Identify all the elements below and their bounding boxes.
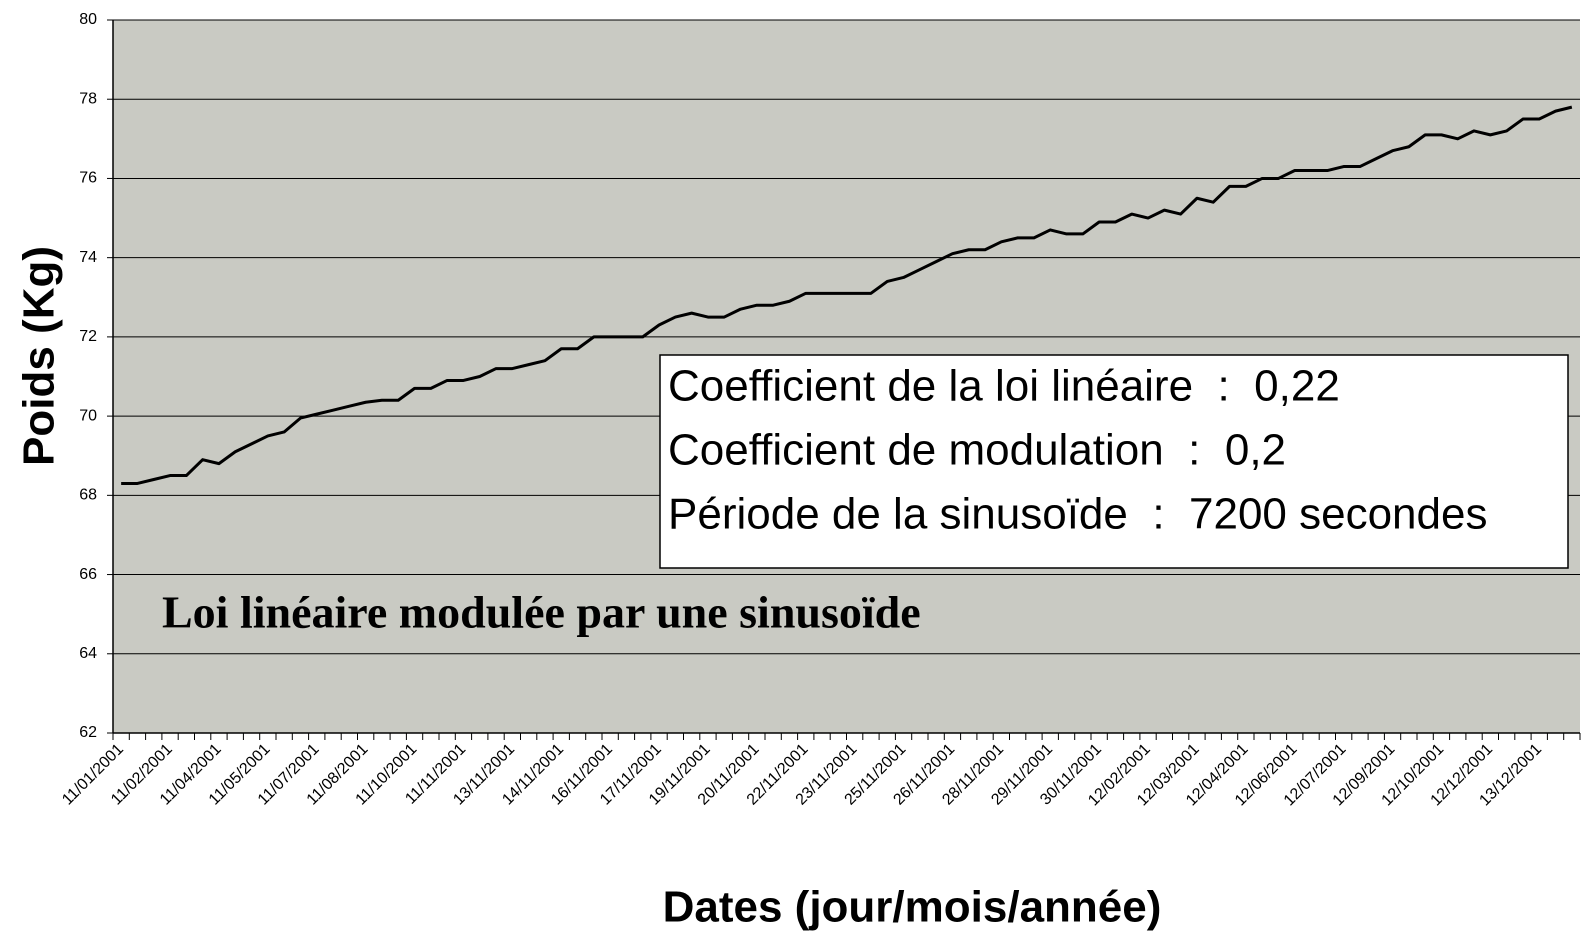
y-tick-label: 66 xyxy=(79,566,97,583)
plot-area: 6264666870727476788011/01/200111/02/2001… xyxy=(59,11,1581,809)
y-tick-label: 76 xyxy=(79,170,97,187)
y-tick-label: 78 xyxy=(79,90,97,107)
x-axis-label: Dates (jour/mois/année) xyxy=(663,883,1162,932)
y-axis-label: Poids (Kg) xyxy=(15,246,64,466)
data-line xyxy=(121,105,1573,485)
y-tick-label: 72 xyxy=(79,328,97,345)
y-tick-label: 74 xyxy=(79,249,97,266)
y-tick-label: 68 xyxy=(79,487,97,504)
y-tick-label: 64 xyxy=(79,645,97,662)
y-tick-label: 70 xyxy=(79,407,97,424)
chart-title: Loi linéaire modulée par une sinusoïde xyxy=(162,587,921,638)
y-tick-label: 62 xyxy=(79,724,97,741)
annotation-box xyxy=(659,354,1569,569)
annotation-text: Période de la sinusoïde : 7200 secondes xyxy=(668,490,1487,539)
annotation-text: Coefficient de modulation : 0,2 xyxy=(668,426,1286,475)
y-tick-label: 80 xyxy=(79,11,97,28)
annotation-text: Coefficient de la loi linéaire : 0,22 xyxy=(668,362,1340,411)
